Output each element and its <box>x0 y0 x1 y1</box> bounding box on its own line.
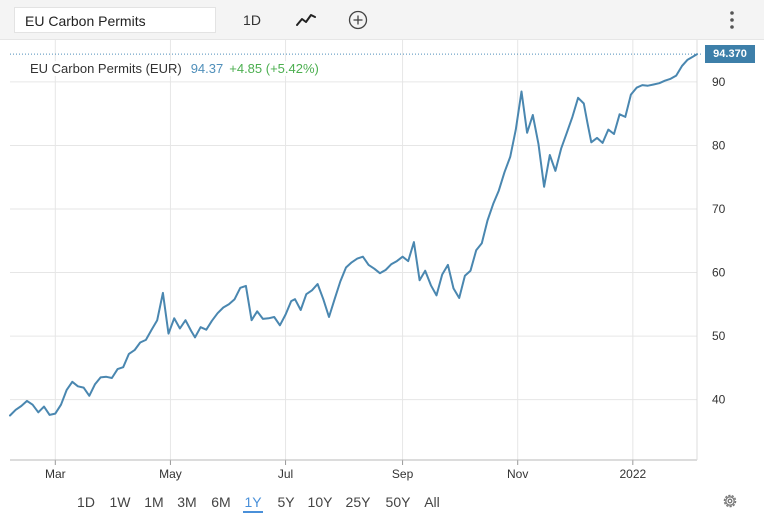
x-tick-label: Jul <box>278 467 293 481</box>
x-tick-label: 2022 <box>619 467 646 481</box>
range-button-25y[interactable]: 25Y <box>345 494 371 510</box>
legend-change: +4.85 (+5.42%) <box>229 61 319 76</box>
x-tick-label: Nov <box>507 467 528 481</box>
range-button-1m[interactable]: 1M <box>144 494 164 510</box>
range-selector: 1D 1W 1M 3M 6M 1Y 5Y 10Y 25Y 50Y All <box>0 486 764 520</box>
x-tick-label: May <box>159 467 182 481</box>
period-selector-button[interactable]: 1D <box>243 12 261 28</box>
line-chart-icon <box>296 14 316 26</box>
gear-icon[interactable] <box>721 492 739 510</box>
chart-type-button[interactable] <box>292 8 320 32</box>
range-button-5y[interactable]: 5Y <box>277 494 295 510</box>
range-button-10y[interactable]: 10Y <box>307 494 333 510</box>
y-tick-label: 70 <box>712 202 726 216</box>
legend-price: 94.37 <box>190 61 224 76</box>
series-line <box>9 53 698 417</box>
range-button-all[interactable]: All <box>424 494 440 510</box>
legend-series-name: EU Carbon Permits (EUR) <box>30 61 182 76</box>
chart-toolbar: EU Carbon Permits 1D <box>0 0 764 40</box>
y-tick-label: 80 <box>712 138 726 152</box>
range-button-1w[interactable]: 1W <box>109 494 131 510</box>
plus-circle-icon <box>348 10 368 30</box>
chart-legend: EU Carbon Permits (EUR) 94.37 +4.85 (+5.42… <box>30 61 325 76</box>
compare-button[interactable] <box>346 8 370 32</box>
range-button-50y[interactable]: 50Y <box>385 494 411 510</box>
y-tick-label: 40 <box>712 393 726 407</box>
y-tick-label: 60 <box>712 266 726 280</box>
range-button-1y[interactable]: 1Y <box>243 491 263 513</box>
y-tick-label: 50 <box>712 329 726 343</box>
range-button-3m[interactable]: 3M <box>177 494 197 510</box>
chart-area[interactable]: 40 50 60 70 80 90 Mar May Jul Sep Nov 2022 EU Carbo… <box>0 40 764 490</box>
symbol-search-input[interactable]: EU Carbon Permits <box>14 7 216 33</box>
x-tick-label: Mar <box>45 467 66 481</box>
price-chart[interactable]: 40 50 60 70 80 90 Mar May Jul Sep Nov 2022 <box>0 40 764 490</box>
y-tick-label: 90 <box>712 75 726 89</box>
last-price-tag: 94.370 <box>705 45 755 64</box>
range-button-1d[interactable]: 1D <box>77 494 95 510</box>
menu-button[interactable] <box>722 8 742 32</box>
x-tick-label: Sep <box>392 467 414 481</box>
vertical-dots-icon <box>730 11 734 29</box>
range-button-6m[interactable]: 6M <box>211 494 231 510</box>
